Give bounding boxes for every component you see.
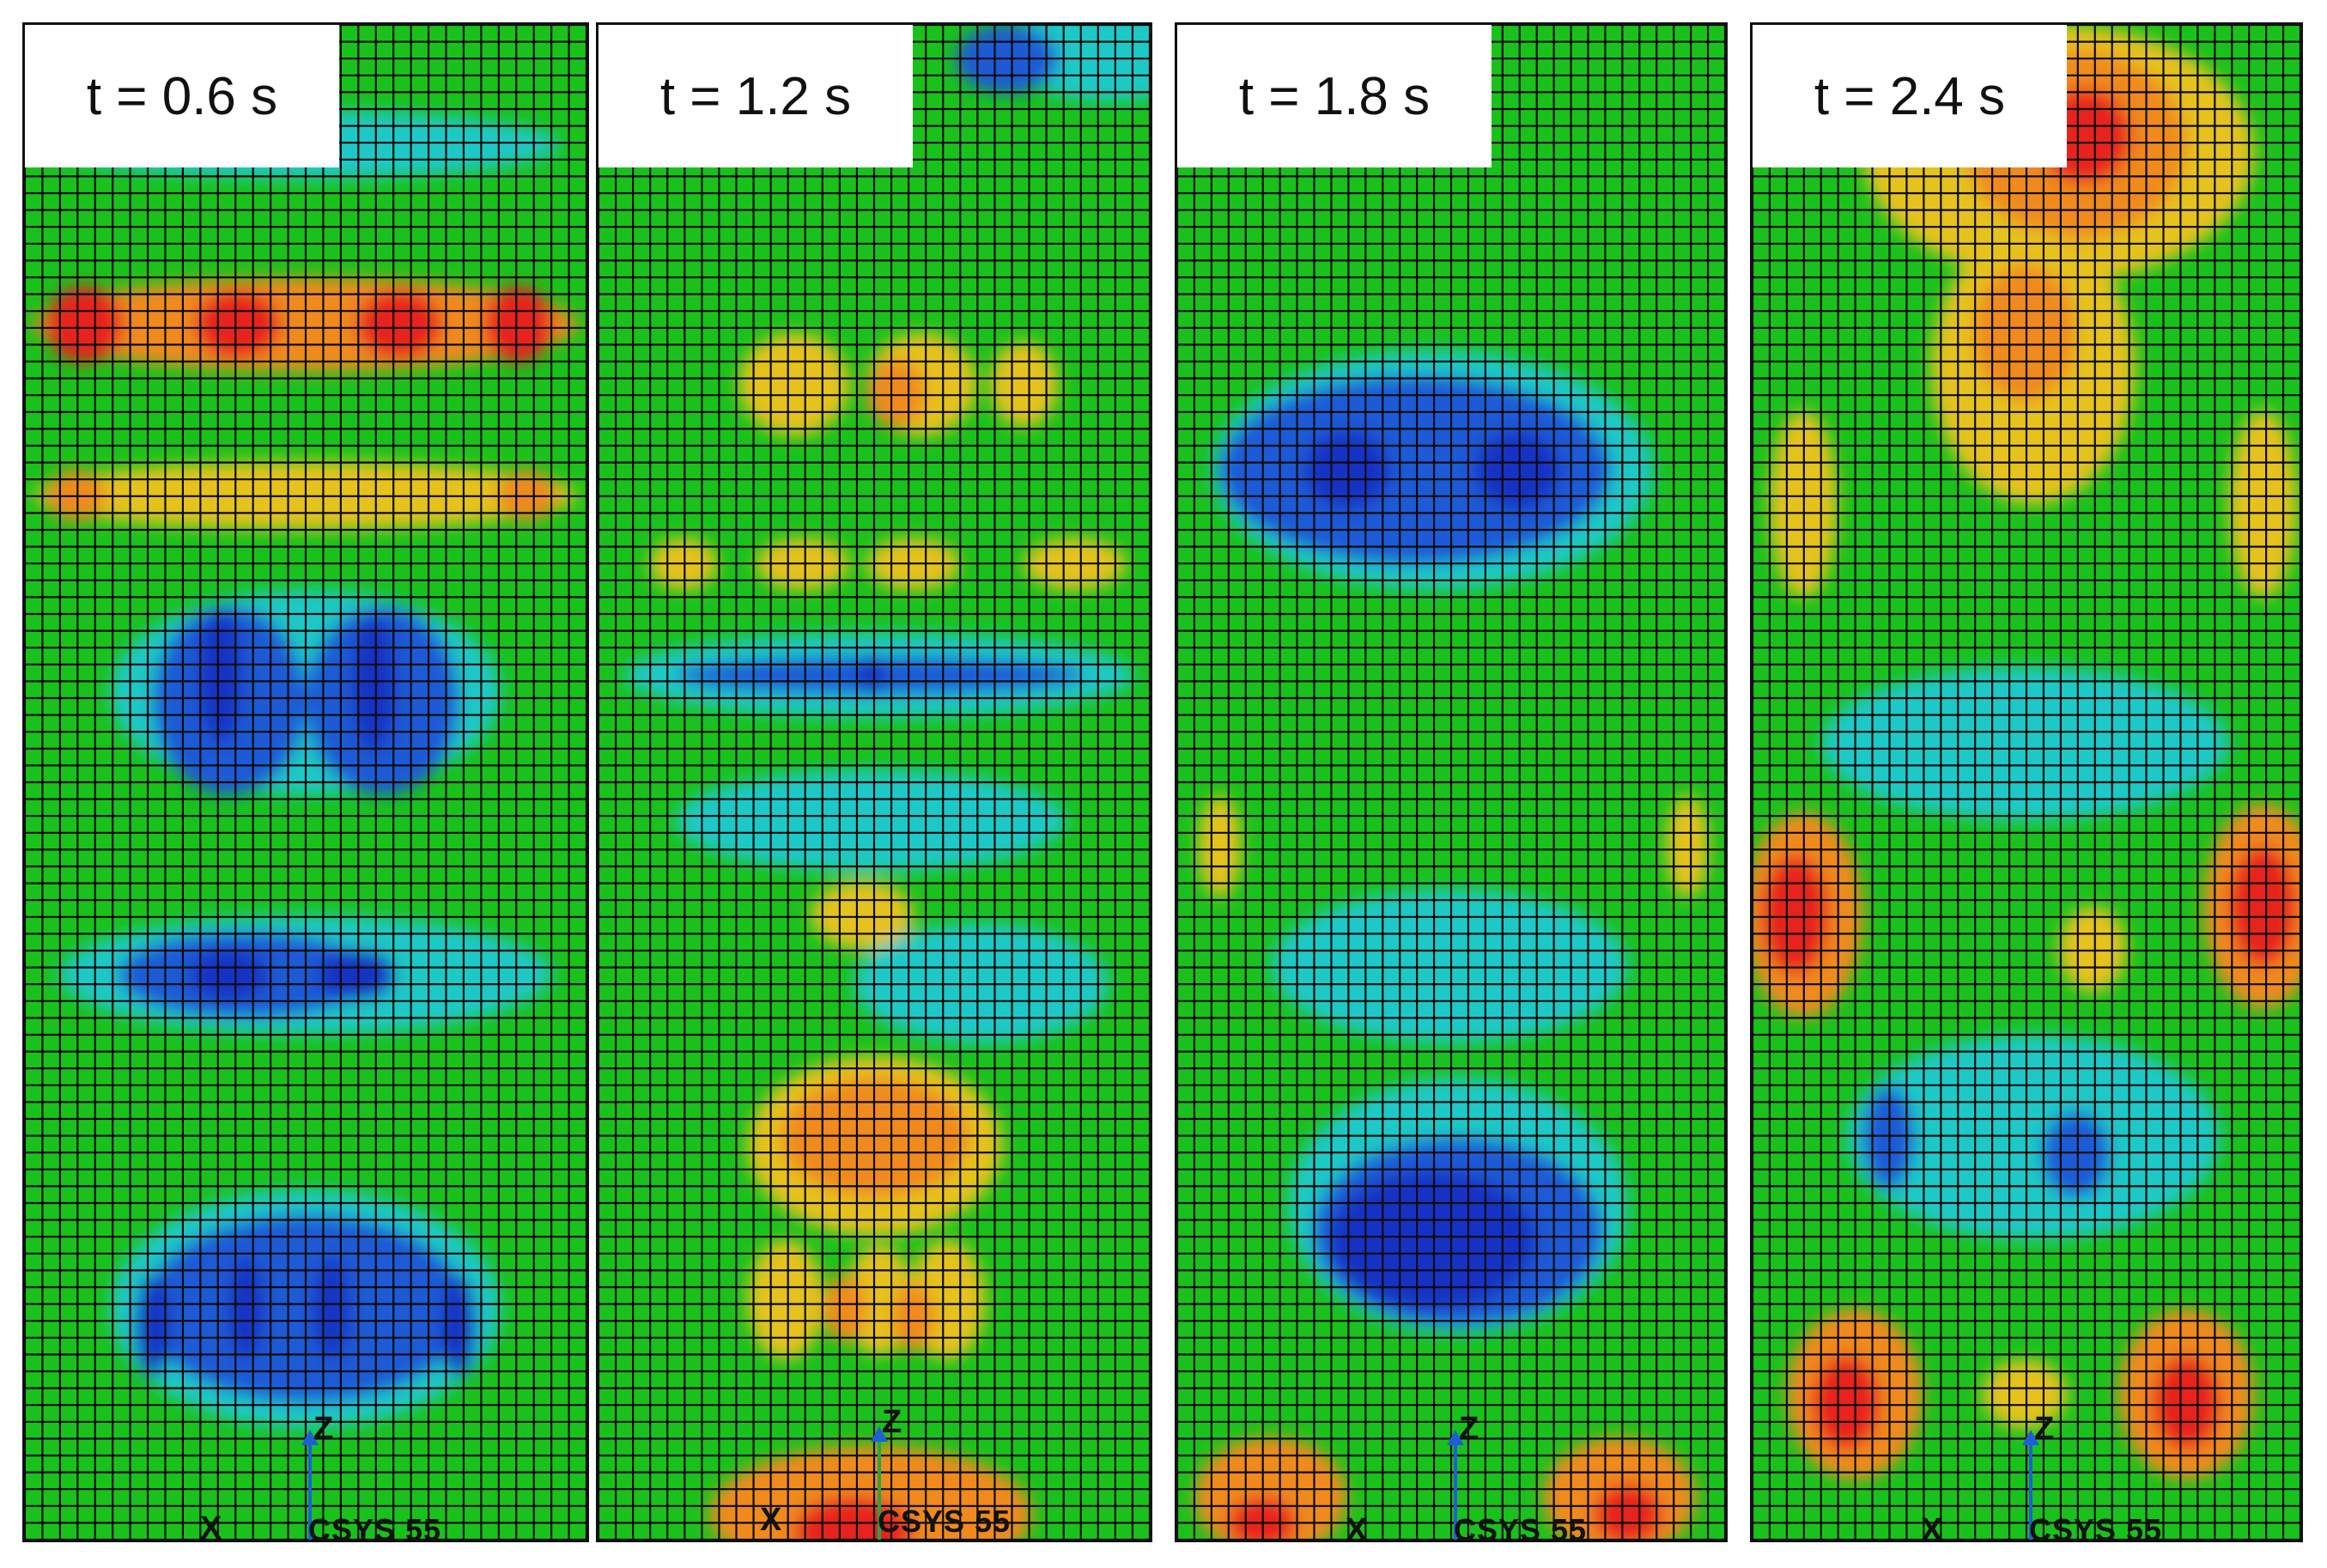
deep-blue-contour-region bbox=[191, 949, 268, 1001]
time-label: t = 2.4 s bbox=[1753, 25, 2067, 167]
yellow-contour-region bbox=[1666, 794, 1710, 898]
contour-field bbox=[598, 25, 1150, 1540]
yellow-contour-region bbox=[2058, 906, 2127, 993]
orange-contour-region bbox=[866, 358, 927, 428]
yellow-contour-region bbox=[1198, 794, 1242, 898]
deep-blue-contour-region bbox=[1474, 431, 1560, 509]
contour-field bbox=[1177, 25, 1725, 1540]
red-contour-region bbox=[1812, 1355, 1880, 1450]
yellow-contour-region bbox=[738, 332, 850, 436]
mesh-grid bbox=[25, 25, 586, 1540]
red-contour-region bbox=[2228, 846, 2298, 967]
red-contour-region bbox=[1594, 1484, 1662, 1540]
orange-contour-region bbox=[1973, 264, 2076, 402]
contour-field bbox=[1753, 25, 2300, 1540]
deep-blue-contour-region bbox=[1330, 1171, 1535, 1309]
red-contour-region bbox=[356, 289, 442, 359]
deep-blue-contour-region bbox=[1304, 431, 1390, 509]
red-contour-region bbox=[2152, 1355, 2221, 1450]
red-contour-region bbox=[484, 285, 553, 363]
contour-panel-t24: t = 2.4 s Z X CSYS 55 bbox=[1750, 22, 2303, 1542]
deep-blue-contour-region bbox=[135, 1274, 170, 1377]
blue-contour-region bbox=[2041, 1111, 2111, 1198]
cyan-contour-region bbox=[1270, 889, 1629, 1043]
orange-contour-region bbox=[823, 1274, 867, 1343]
yellow-contour-region bbox=[1982, 1359, 2068, 1429]
contour-panel-t06: t = 0.6 s Z X CSYS 55 bbox=[22, 22, 589, 1542]
cyan-contour-region bbox=[675, 769, 1066, 872]
red-contour-region bbox=[1760, 854, 1830, 975]
red-contour-region bbox=[46, 285, 123, 363]
deep-blue-contour-region bbox=[318, 949, 396, 1001]
yellow-contour-region bbox=[989, 341, 1058, 428]
contour-field bbox=[25, 25, 586, 1540]
time-label: t = 1.2 s bbox=[598, 25, 913, 167]
cyan-contour-region bbox=[1820, 666, 2229, 821]
deep-blue-contour-region bbox=[199, 606, 242, 744]
time-label: t = 1.8 s bbox=[1177, 25, 1492, 167]
contour-panel-t12: t = 1.2 s Z X CSYS 55 bbox=[596, 22, 1152, 1542]
orange-contour-region bbox=[708, 1445, 1033, 1540]
blue-contour-region bbox=[1219, 375, 1612, 564]
red-contour-region bbox=[195, 289, 281, 359]
deep-blue-contour-region bbox=[858, 653, 884, 697]
yellow-contour-region bbox=[2228, 410, 2298, 599]
yellow-contour-region bbox=[811, 880, 914, 950]
contour-panel-t18: t = 1.8 s Z X CSYS 55 bbox=[1175, 22, 1728, 1542]
orange-contour-region bbox=[891, 1283, 935, 1352]
x-axis-arrow bbox=[188, 1540, 308, 1542]
deep-blue-contour-region bbox=[441, 1274, 477, 1377]
time-label: t = 0.6 s bbox=[25, 25, 339, 167]
deep-blue-contour-region bbox=[352, 615, 396, 753]
mesh-grid bbox=[1753, 25, 2300, 1540]
yellow-contour-region bbox=[747, 1240, 824, 1360]
deep-blue-contour-region bbox=[313, 1257, 349, 1360]
deep-blue-contour-region bbox=[228, 1257, 264, 1360]
red-contour-region bbox=[793, 1497, 914, 1540]
